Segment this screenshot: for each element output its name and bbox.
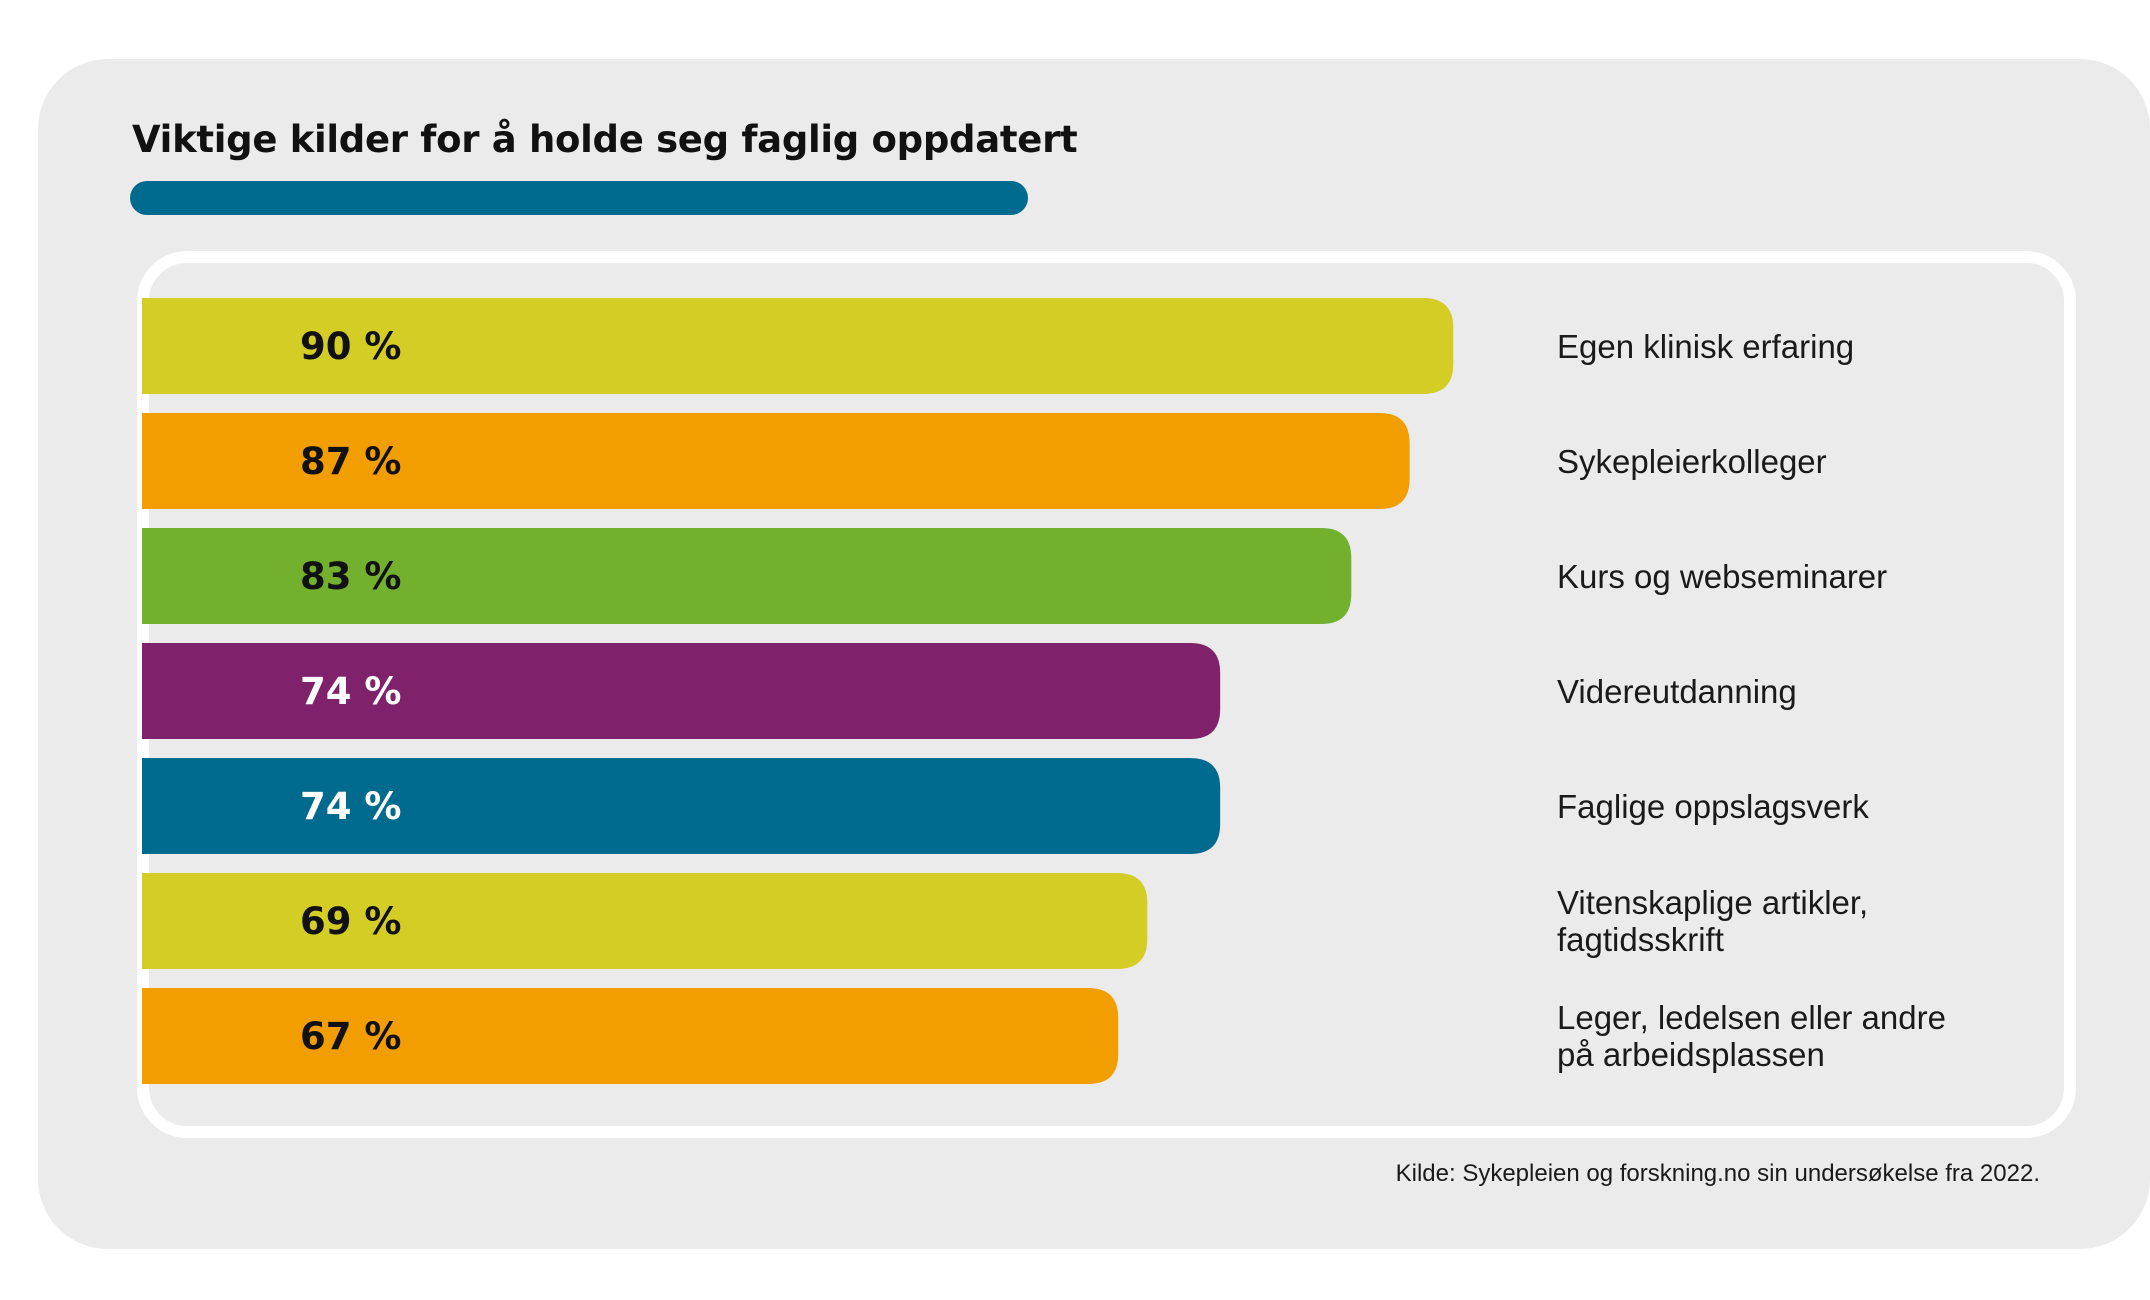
category-label: Faglige oppslagsverk <box>1557 788 1869 825</box>
bar <box>142 413 1410 509</box>
bar-value-label: 83 % <box>300 555 401 598</box>
category-label-line: Egen klinisk erfaring <box>1557 327 1855 365</box>
bar-value-label: 74 % <box>300 670 401 713</box>
source-note: Kilde: Sykepleien og forskning.no sin un… <box>1395 1160 2040 1187</box>
category-label: Videreutdanning <box>1557 673 1797 710</box>
bar-value-label: 74 % <box>300 785 401 828</box>
bar-value-label: 90 % <box>300 325 401 368</box>
bar <box>142 988 1119 1084</box>
category-label-line: Leger, ledelsen eller andre <box>1557 999 1946 1036</box>
category-label-line: fagtidsskrift <box>1557 921 1724 958</box>
chart-title: Viktige kilder for å holde seg faglig op… <box>132 118 1078 161</box>
bar <box>142 758 1221 854</box>
category-label: Kurs og webseminarer <box>1557 558 1887 595</box>
bar <box>142 298 1454 394</box>
bar-value-label: 69 % <box>300 900 401 943</box>
category-label: Vitenskaplige artikler, fagtidsskrift <box>1557 884 1868 958</box>
category-label-line: Kurs og webseminarer <box>1557 557 1888 595</box>
category-label: Sykepleierkolleger <box>1557 443 1827 480</box>
title-underline <box>130 181 1028 215</box>
bar-value-label: 87 % <box>300 440 401 483</box>
bar <box>142 873 1148 969</box>
category-label: Egen klinisk erfaring <box>1557 328 1854 365</box>
category-label: Leger, ledelsen eller andre på arbeidspla… <box>1557 999 1946 1073</box>
bar-value-label: 67 % <box>300 1015 401 1058</box>
bar <box>142 528 1352 624</box>
category-label-line: Sykepleierkolleger <box>1557 442 1827 480</box>
category-label-line: Faglige oppslagsverk <box>1557 787 1869 825</box>
category-label-line: Videreutdanning <box>1557 672 1797 710</box>
category-label-line: Vitenskaplige artikler, <box>1557 884 1869 921</box>
bar <box>142 643 1221 739</box>
category-label-line: på arbeidsplassen <box>1557 1036 1825 1073</box>
